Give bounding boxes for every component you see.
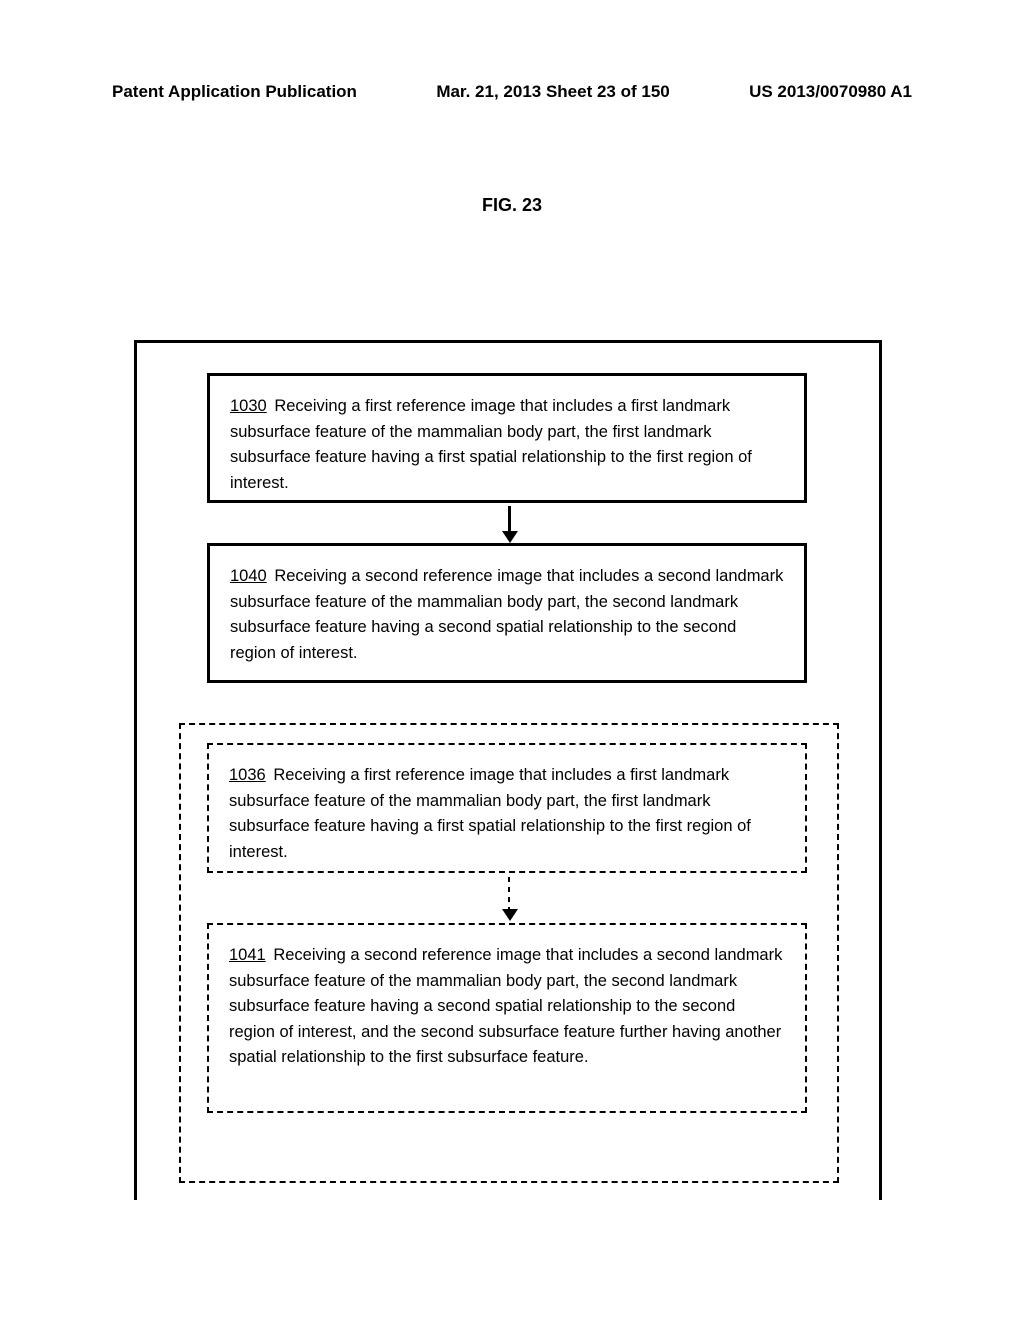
flow-step-1030: 1030 Receiving a first reference image t…	[207, 373, 807, 503]
step-text: Receiving a first reference image that i…	[230, 397, 752, 492]
step-text: Receiving a second reference image that …	[229, 946, 782, 1066]
header-right: US 2013/0070980 A1	[749, 82, 912, 102]
page: Patent Application Publication Mar. 21, …	[0, 0, 1024, 1320]
figure-label: FIG. 23	[0, 195, 1024, 216]
step-number: 1040	[230, 567, 267, 585]
flow-step-1040: 1040 Receiving a second reference image …	[207, 543, 807, 683]
header-left: Patent Application Publication	[112, 82, 357, 102]
step-number: 1041	[229, 946, 266, 964]
step-text: Receiving a first reference image that i…	[229, 766, 751, 861]
step-number: 1036	[229, 766, 266, 784]
flow-step-1036: 1036 Receiving a first reference image t…	[207, 743, 807, 873]
header-center: Mar. 21, 2013 Sheet 23 of 150	[436, 82, 669, 102]
content-frame: 1030 Receiving a first reference image t…	[134, 340, 882, 1200]
step-number: 1030	[230, 397, 267, 415]
step-text: Receiving a second reference image that …	[230, 567, 783, 662]
header-row: Patent Application Publication Mar. 21, …	[112, 82, 912, 102]
flow-step-1041: 1041 Receiving a second reference image …	[207, 923, 807, 1113]
